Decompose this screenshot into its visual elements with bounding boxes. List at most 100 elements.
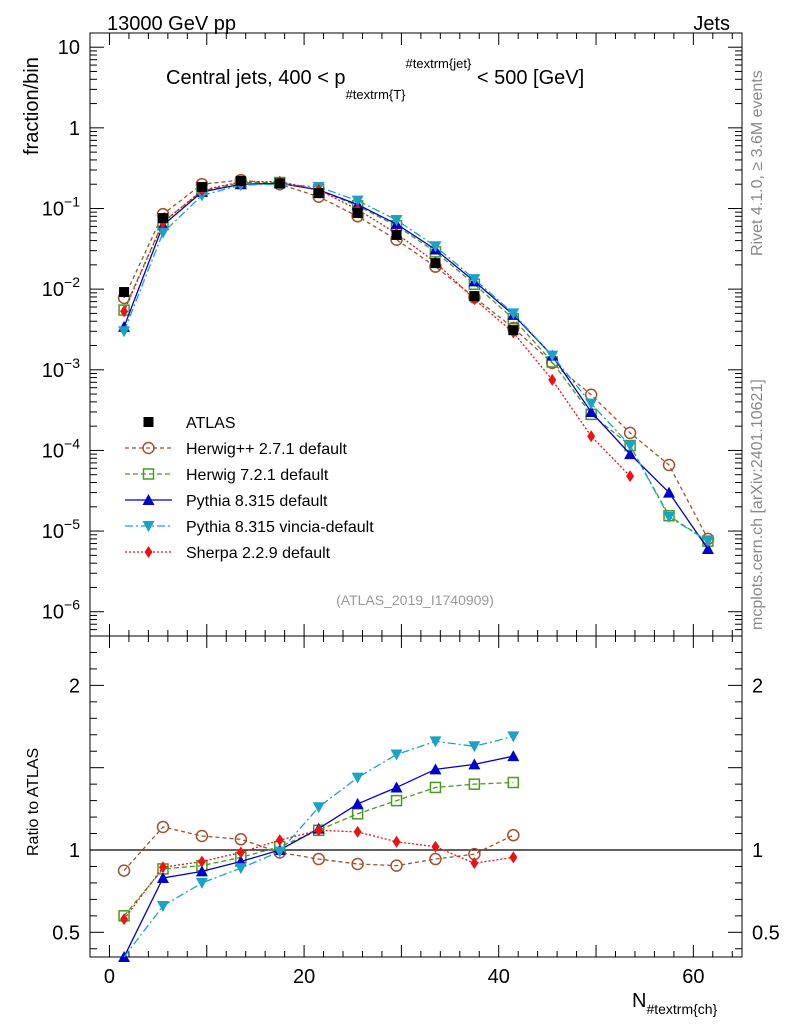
- data-point: [585, 405, 598, 417]
- ratio-point: [312, 802, 325, 814]
- ratio-y-tick-label-right: 2: [752, 675, 763, 697]
- data-point: [120, 305, 129, 318]
- legend: ATLAS Herwig++ 2.7.1 default Herwig 7.2.1 …: [125, 415, 374, 562]
- data-point: [663, 511, 676, 523]
- ratio-point: [314, 824, 323, 837]
- legend-entry-herwig-2-7-1-default: Herwig++ 2.7.1 default: [125, 441, 348, 458]
- ratio-ylabel: Ratio to ATLAS: [25, 748, 42, 856]
- y-tick-label: 10−5: [42, 516, 80, 543]
- ratio-point: [431, 840, 440, 853]
- series-line-sherpa-2-2-9-default: [123, 181, 631, 477]
- y-tick-label: 10−4: [42, 435, 80, 462]
- data-point: [587, 430, 596, 443]
- y-tick-label: 10−3: [42, 355, 80, 382]
- data-point: [624, 440, 637, 452]
- ratio-point: [195, 829, 209, 843]
- data-point: [507, 308, 520, 320]
- legend-marker: [142, 521, 155, 532]
- ratio-point: [468, 741, 481, 753]
- data-point: [196, 181, 207, 192]
- ratio-series-sherpa-2-2-9-default: [120, 824, 518, 926]
- ratio-point: [195, 865, 208, 877]
- ratio-point: [429, 763, 442, 775]
- data-point: [626, 470, 635, 483]
- ratio-point: [120, 913, 129, 926]
- data-point: [390, 214, 403, 226]
- ratio-point: [468, 778, 481, 790]
- side-label-rivet: Rivet 4.1.0, ≥ 3.6M events: [749, 70, 766, 256]
- data-point: [548, 373, 557, 386]
- data-point: [663, 486, 676, 498]
- ratio-y-tick-label: 1: [69, 840, 80, 862]
- ratio-point: [234, 863, 247, 875]
- ratio-point: [351, 772, 364, 784]
- legend-marker: [142, 494, 155, 505]
- main-plot: 10−6 10−5 10−4 10−3 10−2 10−1 1 10: [42, 32, 743, 957]
- ratio-point: [390, 794, 403, 807]
- data-point: [623, 426, 637, 440]
- y-tick-label: 10−1: [42, 193, 80, 220]
- ratio-point: [390, 749, 403, 761]
- ratio-point: [429, 781, 442, 794]
- legend-label: Pythia 8.315 default: [186, 493, 328, 510]
- ratio-point: [236, 846, 245, 859]
- ratio-point: [117, 864, 131, 877]
- legend-entry-pythia-8-315-vincia-default: Pythia 8.315 vincia-default: [125, 519, 374, 536]
- ratio-point: [507, 731, 520, 743]
- data-point: [701, 542, 714, 554]
- x-tick-label: 40: [488, 966, 510, 988]
- data-point: [157, 213, 168, 224]
- ratio-y-tick-label: 0.5: [52, 922, 80, 944]
- legend-label: ATLAS: [186, 415, 236, 432]
- ratio-y-tick-label: 2: [69, 675, 80, 697]
- ratio-point: [197, 855, 206, 868]
- x-tick-label: 20: [293, 966, 315, 988]
- data-point: [585, 398, 598, 410]
- data-point: [235, 175, 246, 186]
- series-line-herwig-7-2-1-default: [123, 181, 709, 542]
- legend-entry-pythia-8-315-default: Pythia 8.315 default: [125, 493, 328, 510]
- data-point: [546, 350, 559, 362]
- ratio-series-pythia-8-315-vincia-default: [123, 731, 520, 958]
- data-point: [352, 207, 363, 218]
- legend-marker: [144, 546, 153, 558]
- legend-marker: [142, 441, 155, 455]
- data-point: [351, 195, 364, 207]
- series-line-herwig-2-7-1-default: [123, 179, 709, 540]
- series-sherpa-2-2-9-default: [120, 175, 635, 483]
- ratio-point: [390, 781, 403, 793]
- ratio-point: [195, 877, 208, 889]
- ratio-point: [156, 900, 169, 912]
- ratio-point: [351, 797, 364, 809]
- legend-label: Herwig 7.2.1 default: [186, 467, 329, 484]
- data-point: [118, 326, 131, 338]
- ratio-point: [156, 871, 169, 883]
- ratio-point: [353, 825, 362, 838]
- ratio-point: [156, 820, 170, 834]
- legend-label: Pythia 8.315 vincia-default: [186, 519, 374, 536]
- data-point: [662, 458, 676, 472]
- ratio-point: [351, 857, 364, 871]
- ratio-line-pythia-8-315-default: [123, 755, 514, 958]
- ratio-point: [392, 835, 401, 848]
- data-point: [508, 325, 519, 336]
- ratio-frame: [89, 635, 743, 958]
- ratio-point: [234, 833, 248, 846]
- data-point: [469, 291, 480, 302]
- data-point: [701, 536, 714, 548]
- ratio-point: [470, 857, 479, 870]
- ratio-point: [275, 834, 284, 847]
- series-line-pythia-8-315-vincia-default: [123, 183, 709, 542]
- series-atlas: [119, 175, 519, 336]
- y-tick-label: 10−6: [42, 597, 80, 624]
- ratio-point: [429, 852, 442, 866]
- ratio-series-herwig-2-7-1-default: [117, 820, 520, 877]
- ratio-line-herwig-2-7-1-default: [123, 826, 514, 872]
- header-left: 13000 GeV pp: [107, 13, 236, 35]
- series-line-pythia-8-315-default: [123, 182, 709, 550]
- ratio-point: [390, 859, 403, 872]
- data-point: [119, 287, 130, 298]
- main-ylabel: fraction/bin: [21, 57, 43, 155]
- y-tick-label: 10: [58, 37, 80, 59]
